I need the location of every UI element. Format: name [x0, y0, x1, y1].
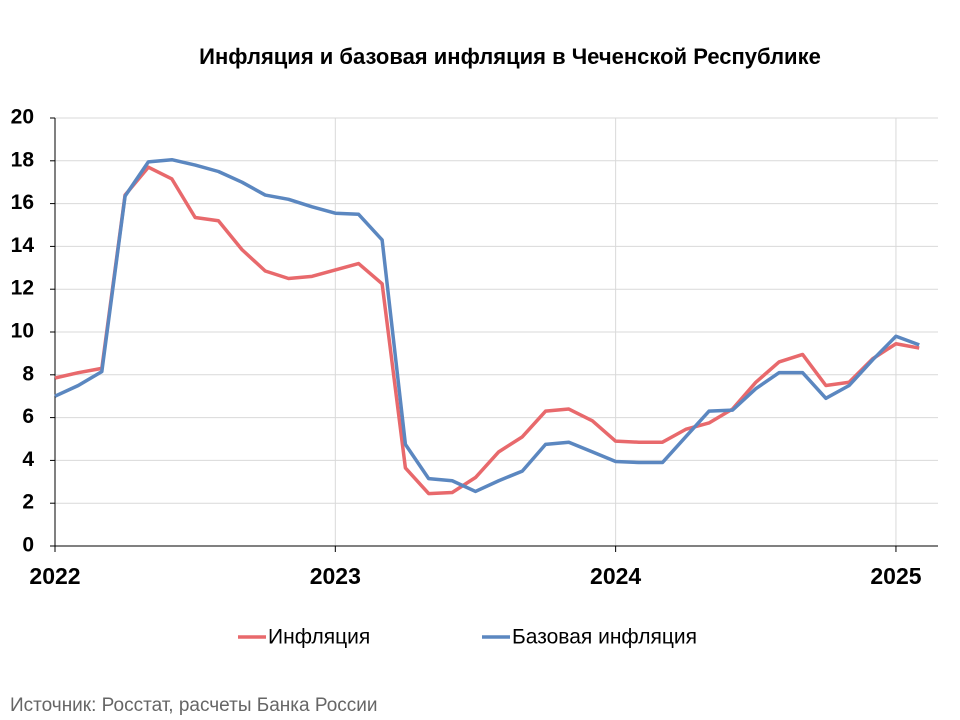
- source: Источник: Росстат, расчеты Банка России: [10, 695, 378, 716]
- y-tick-label: 6: [22, 405, 34, 428]
- legend-label: Инфляция: [268, 626, 370, 649]
- y-tick-label: 20: [11, 106, 34, 129]
- y-tick-label: 14: [11, 234, 35, 257]
- y-tick-label: 12: [11, 277, 34, 300]
- chart-title: Инфляция и базовая инфляция в Чеченской …: [199, 44, 821, 69]
- legend-label: Базовая инфляция: [512, 626, 697, 649]
- series-line: [54, 165, 920, 496]
- x-tick-label: 2025: [870, 563, 921, 589]
- y-tick-label: 16: [11, 191, 34, 214]
- y-tick-label: 4: [22, 448, 34, 471]
- y-tick-label: 0: [22, 534, 34, 557]
- y-tick-label: 2: [22, 491, 34, 514]
- series-line: [54, 157, 920, 494]
- y-tick-label: 10: [11, 320, 34, 343]
- x-tick-label: 2022: [29, 563, 80, 589]
- y-tick-label: 18: [11, 148, 35, 171]
- x-tick-label: 2024: [590, 563, 641, 589]
- y-tick-label: 8: [22, 362, 34, 385]
- x-tick-label: 2023: [310, 563, 361, 589]
